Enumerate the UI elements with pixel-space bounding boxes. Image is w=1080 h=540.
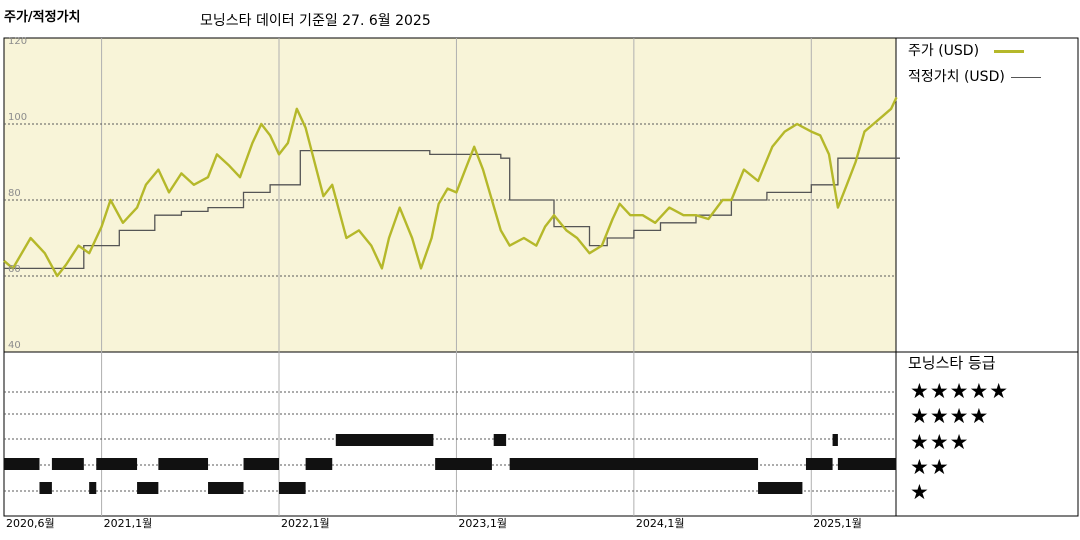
x-tick-label: 2020,6월 [6, 517, 55, 530]
rating-bar-2-stars [279, 482, 306, 494]
rating-bar-3-stars [4, 458, 40, 470]
x-tick-label: 2025,1월 [813, 517, 862, 530]
rating-bar-3-stars [51, 458, 84, 470]
rating-bar-2-stars [89, 482, 97, 494]
rating-row-4-stars: ★★★★ [910, 404, 990, 428]
rating-bar-4-stars [493, 434, 507, 446]
fair-value-line [4, 149, 900, 270]
x-tick-label: 2023,1월 [458, 517, 507, 530]
price-panel [4, 38, 896, 352]
y-tick-label: 80 [8, 188, 21, 199]
rating-bar-2-stars [39, 482, 52, 494]
rating-bar-3-stars [837, 458, 897, 470]
rating-title: 모닝스타 등급 [908, 354, 996, 372]
legend-price-label: 주가 (USD) [908, 43, 980, 59]
x-tick-label: 2024,1월 [636, 517, 685, 530]
rating-bar-3-stars [158, 458, 209, 470]
rating-bar-2-stars [758, 482, 803, 494]
rating-bar-3-stars [435, 458, 492, 470]
rating-row-5-stars: ★★★★★ [910, 379, 1010, 403]
rating-row-2-stars: ★★ [910, 455, 950, 479]
legend-price: 주가 (USD) [908, 40, 1024, 60]
legend-fair-label: 적정가치 (USD) [908, 69, 1005, 85]
rating-bar-3-stars [96, 458, 138, 470]
legend-fair-swatch [1011, 76, 1042, 78]
x-tick-label: 2021,1월 [104, 517, 153, 530]
y-tick-label: 40 [8, 340, 21, 351]
rating-bar-3-stars [509, 458, 759, 470]
chart-title: 주가/적정가치 [4, 10, 81, 25]
price-line [3, 96, 898, 278]
rating-bar-2-stars [208, 482, 244, 494]
y-tick-label: 120 [8, 36, 27, 47]
y-tick-label: 60 [8, 264, 21, 275]
legend-price-swatch [993, 49, 1024, 53]
rating-bar-3-stars [305, 458, 333, 470]
chart-frame [3, 37, 1079, 517]
legend-fair-value: 적정가치 (USD) [908, 66, 1042, 86]
data-date-subtitle: 모닝스타 데이터 기준일 27. 6월 2025 [200, 13, 431, 29]
rating-bar-3-stars [805, 458, 833, 470]
rating-bar-4-stars [832, 434, 838, 446]
x-tick-label: 2022,1월 [281, 517, 330, 530]
rating-row-1-star: ★ [910, 480, 930, 504]
rating-row-3-stars: ★★★ [910, 430, 970, 454]
rating-bar-2-stars [137, 482, 159, 494]
rating-bar-3-stars [243, 458, 280, 470]
y-tick-label: 100 [8, 112, 27, 123]
rating-bar-4-stars [335, 434, 434, 446]
